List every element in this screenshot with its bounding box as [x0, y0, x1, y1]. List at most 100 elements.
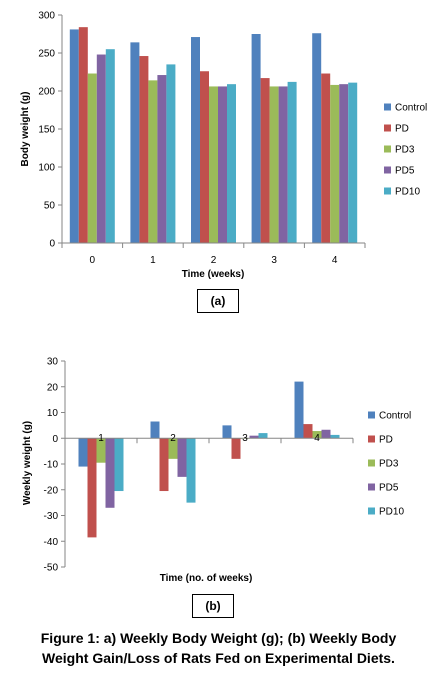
y-tick-label-a-250: 250 [38, 49, 55, 60]
legend-swatch-b-pd [368, 435, 375, 443]
bar-a-pd5-0 [96, 54, 106, 243]
y-axis-title-b: Weekly weight (g) [22, 421, 33, 505]
legend-label-b-control: Control [379, 411, 411, 422]
y-tick-label-b-10: 10 [47, 408, 59, 419]
y-tick-label-a-200: 200 [38, 87, 55, 98]
bar-a-pd10-1 [166, 64, 176, 244]
legend-swatch-b-control [368, 411, 375, 419]
legend-label-b-pd5: PD5 [379, 483, 399, 494]
y-tick-label-a-100: 100 [38, 163, 55, 174]
bar-b-pd10-1 [114, 438, 124, 492]
legend-label-b-pd: PD [379, 435, 393, 446]
legend-swatch-b-pd5 [368, 483, 375, 491]
bar-a-pd10-3 [287, 81, 297, 243]
x-tick-label-a-1: 1 [150, 255, 156, 266]
bar-a-pd3-1 [148, 80, 158, 243]
bar-a-pd3-2 [209, 86, 218, 243]
bar-b-control-2 [150, 421, 160, 439]
bar-a-pd3-4 [330, 84, 340, 243]
bar-a-pd-4 [321, 73, 331, 244]
legend-swatch-b-pd10 [368, 507, 375, 515]
legend-label-a-pd10: PD10 [395, 187, 420, 198]
bar-b-control-4 [294, 381, 304, 439]
x-tick-label-b-3: 3 [242, 433, 248, 444]
bar-a-control-1 [130, 42, 140, 243]
bar-a-pd5-3 [278, 86, 288, 243]
x-tick-label-a-4: 4 [332, 255, 338, 266]
bar-a-pd10-4 [348, 82, 358, 243]
x-tick-label-a-2: 2 [211, 255, 217, 266]
x-tick-label-b-2: 2 [170, 433, 176, 444]
bar-a-pd-3 [260, 78, 270, 243]
y-tick-label-a-0: 0 [49, 239, 55, 250]
legend-label-b-pd10: PD10 [379, 507, 404, 518]
panel-label-a: (a) [197, 289, 239, 313]
bar-b-pd-3 [231, 438, 241, 459]
bar-b-pd10-4 [330, 434, 340, 439]
bar-b-pd5-3 [249, 435, 259, 439]
bar-a-pd-0 [78, 27, 88, 243]
bar-b-pd-2 [159, 438, 169, 492]
legend-label-b-pd3: PD3 [379, 459, 399, 470]
bar-b-pd3-1 [96, 438, 106, 463]
y-axis-title-a: Body weight (g) [20, 92, 31, 167]
bar-a-control-3 [251, 34, 261, 243]
bar-b-pd10-2 [186, 438, 196, 503]
bar-a-pd-1 [139, 56, 149, 243]
bar-a-pd10-2 [227, 84, 236, 243]
caption-line-2: Weight Gain/Loss of Rats Fed on Experime… [42, 650, 395, 666]
bar-a-control-2 [191, 37, 200, 243]
figure-caption: Figure 1: a) Weekly Body Weight (g); (b)… [0, 628, 437, 668]
bar-a-pd5-1 [157, 75, 167, 243]
x-tick-label-a-3: 3 [271, 255, 277, 266]
legend-swatch-a-pd [384, 124, 391, 132]
legend-label-a-control: Control [395, 103, 427, 114]
chart-b-weekly-weight: -50 -40 -30 -20 -10 0 10 20 30 1 2 3 4 Time (no. of w… [22, 357, 411, 585]
y-tick-label-a-50: 50 [44, 201, 56, 212]
legend-swatch-a-control [384, 103, 391, 111]
legend-swatch-b-pd3 [368, 459, 375, 467]
y-tick-label-a-300: 300 [38, 11, 55, 22]
bar-b-control-3 [222, 425, 232, 439]
bar-a-pd3-0 [87, 73, 97, 244]
bar-a-pd5-4 [339, 84, 349, 243]
y-tick-label-b-30: 30 [47, 357, 59, 368]
caption-line-1: Figure 1: a) Weekly Body Weight (g); (b)… [40, 630, 397, 646]
y-tick-label-b--20: -20 [44, 485, 59, 496]
x-tick-label-b-4: 4 [314, 433, 320, 444]
bar-b-pd-1 [87, 438, 97, 538]
y-tick-label-a-150: 150 [38, 125, 55, 136]
legend-label-a-pd3: PD3 [395, 145, 415, 156]
legend-label-a-pd5: PD5 [395, 166, 415, 177]
bar-b-pd5-4 [321, 429, 331, 439]
x-tick-label-a-0: 0 [90, 255, 96, 266]
chart-a-body-weight: 0 50 100 150 200 250 300 0 1 2 3 4 Time (weeks) Body … [20, 11, 427, 281]
bar-b-pd5-1 [105, 438, 115, 508]
y-tick-label-b--50: -50 [44, 563, 59, 574]
y-tick-label-b--40: -40 [44, 537, 59, 548]
y-tick-label-b--30: -30 [44, 511, 59, 522]
bar-b-pd-4 [303, 424, 313, 439]
legend-label-a-pd: PD [395, 124, 409, 135]
x-axis-title-b: Time (no. of weeks) [160, 573, 253, 584]
bar-b-pd10-3 [258, 433, 268, 439]
legend-swatch-a-pd5 [384, 166, 391, 174]
y-tick-label-b--10: -10 [44, 460, 59, 471]
y-tick-label-b-0: 0 [52, 434, 58, 445]
x-tick-label-b-1: 1 [98, 433, 104, 444]
panel-label-b: (b) [192, 594, 234, 618]
bar-b-control-1 [78, 438, 88, 467]
bar-b-pd3-2 [168, 438, 178, 459]
bar-a-pd-2 [200, 71, 209, 244]
bar-b-pd3-4 [312, 431, 322, 439]
bar-a-control-4 [312, 33, 322, 243]
bar-b-pd5-2 [177, 438, 187, 477]
x-axis-title-a: Time (weeks) [182, 269, 245, 280]
y-tick-label-b-20: 20 [47, 382, 59, 393]
bar-a-control-0 [69, 29, 79, 243]
bar-a-pd3-3 [269, 86, 279, 243]
bar-a-pd10-0 [105, 49, 115, 244]
legend-swatch-a-pd10 [384, 187, 391, 195]
legend-swatch-a-pd3 [384, 145, 391, 153]
